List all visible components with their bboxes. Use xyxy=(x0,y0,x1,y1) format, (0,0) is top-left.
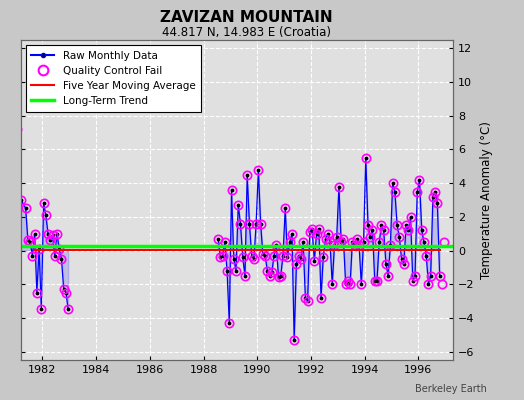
Text: 44.817 N, 14.983 E (Croatia): 44.817 N, 14.983 E (Croatia) xyxy=(162,26,331,39)
Text: Berkeley Earth: Berkeley Earth xyxy=(416,384,487,394)
Text: ZAVIZAN MOUNTAIN: ZAVIZAN MOUNTAIN xyxy=(160,10,333,25)
Legend: Raw Monthly Data, Quality Control Fail, Five Year Moving Average, Long-Term Tren: Raw Monthly Data, Quality Control Fail, … xyxy=(26,45,201,112)
Y-axis label: Temperature Anomaly (°C): Temperature Anomaly (°C) xyxy=(480,121,493,279)
